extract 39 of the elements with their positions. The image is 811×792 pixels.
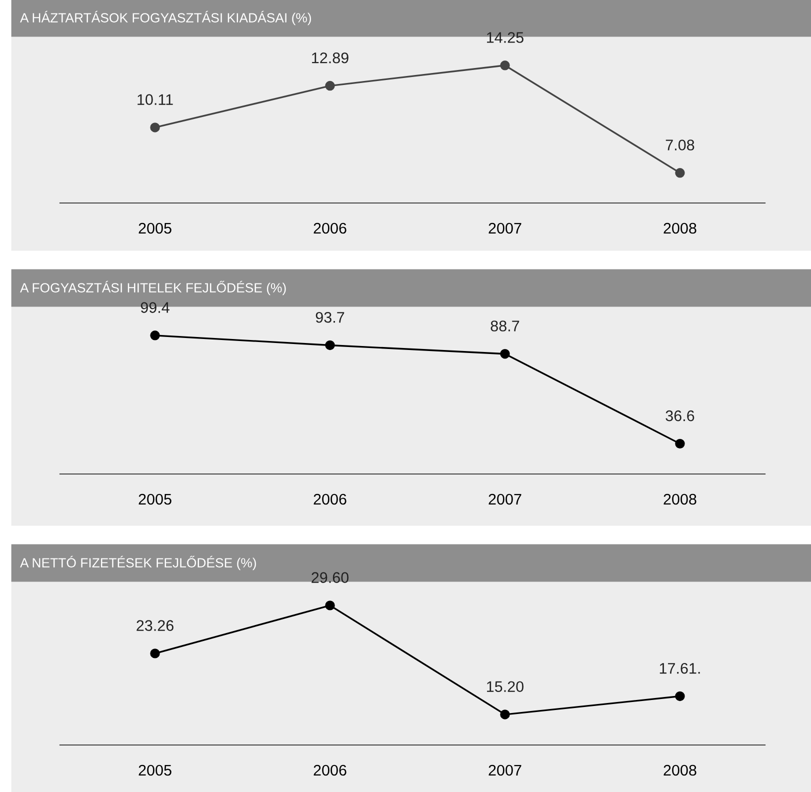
data-label: 23.26 bbox=[136, 620, 174, 631]
x-tick-label: 2006 bbox=[314, 494, 346, 505]
point bbox=[150, 122, 160, 132]
x-tick-label: 2006 bbox=[314, 764, 346, 776]
data-label: 36.6 bbox=[666, 410, 694, 422]
chart-title: A NETTÓ FIZETÉSEK FEJLŐDÉSE (%) bbox=[20, 556, 256, 570]
x-tick-label: 2008 bbox=[664, 494, 696, 505]
x-tick-label: 2005 bbox=[138, 764, 172, 776]
point bbox=[675, 438, 685, 449]
data-label: 12.89 bbox=[312, 52, 348, 64]
x-tick-label: 2007 bbox=[488, 764, 522, 776]
point bbox=[325, 340, 335, 350]
data-label: 99.4 bbox=[140, 302, 170, 313]
data-label: 93.7 bbox=[316, 312, 344, 323]
x-tick-label: 2007 bbox=[488, 222, 522, 234]
point bbox=[500, 710, 510, 720]
data-label: 14.25 bbox=[487, 32, 524, 43]
point bbox=[675, 691, 685, 702]
data-label: 10.11 bbox=[138, 94, 173, 105]
point bbox=[150, 648, 160, 658]
point bbox=[500, 349, 510, 359]
data-label: 29.60 bbox=[312, 572, 349, 583]
point bbox=[150, 330, 160, 340]
data-label: 15.20 bbox=[487, 681, 524, 692]
x-tick-label: 2008 bbox=[664, 222, 696, 234]
data-label: 7.08 bbox=[666, 140, 694, 150]
chart-title: A FOGYASZTÁSI HITELEK FEJLŐDÉSE (%) bbox=[20, 280, 286, 296]
x-tick-label: 2005 bbox=[138, 222, 172, 234]
x-tick-label: 2007 bbox=[488, 494, 522, 505]
point bbox=[325, 600, 335, 610]
data-label: 88.7 bbox=[490, 320, 520, 332]
data-label: 17.61. bbox=[660, 662, 700, 674]
x-tick-label: 2008 bbox=[664, 764, 696, 776]
point bbox=[500, 60, 510, 70]
chart-title: A HÁZTARTÁSOK FOGYASZTÁSI KIADÁSAI (%) bbox=[20, 10, 311, 26]
x-tick-label: 2005 bbox=[138, 494, 172, 505]
point bbox=[325, 80, 335, 91]
point bbox=[675, 168, 685, 178]
x-tick-label: 2006 bbox=[314, 222, 346, 234]
